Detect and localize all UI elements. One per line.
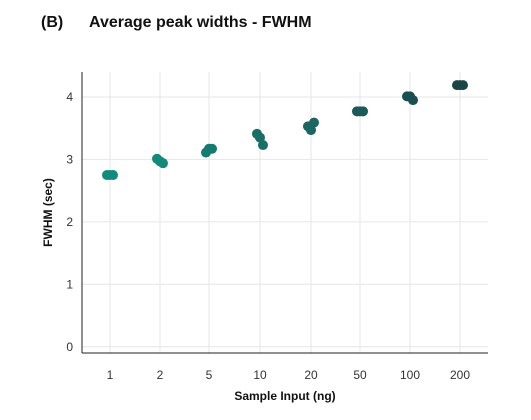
x-tick-label: 1: [107, 368, 114, 382]
data-point: [158, 158, 168, 169]
x-axis-label: Sample Input (ng): [234, 389, 335, 403]
data-point: [306, 125, 316, 136]
data-points: [102, 80, 468, 181]
axes: [81, 72, 488, 354]
data-point: [255, 132, 265, 143]
x-tick-label: 50: [353, 368, 367, 382]
data-point: [458, 80, 468, 91]
y-tick-label: 4: [66, 90, 73, 104]
chart-title: Average peak widths - FWHM: [89, 14, 312, 31]
x-tick-label: 2: [157, 368, 164, 382]
x-tick-label: 5: [206, 368, 213, 382]
x-tick-label: 200: [450, 368, 470, 382]
data-point: [258, 140, 268, 151]
y-axis-label: FWHM (sec): [41, 178, 55, 247]
x-tick-label: 20: [304, 368, 318, 382]
data-point: [207, 143, 217, 154]
y-tick-label: 0: [66, 340, 73, 354]
y-tick-label: 2: [66, 215, 73, 229]
data-point: [309, 117, 319, 128]
x-tick-label: 100: [400, 368, 420, 382]
y-tick-label: 3: [66, 152, 73, 166]
x-tick-label: 10: [253, 368, 267, 382]
grid: [82, 72, 488, 353]
data-point: [108, 170, 118, 181]
data-point: [408, 95, 418, 106]
panel-label: (B): [41, 14, 64, 31]
y-tick-label: 1: [66, 277, 73, 291]
data-point: [358, 106, 368, 117]
tick-labels: 0 1 2 3 4 1 2 5 10 20 50 100 200: [66, 90, 470, 382]
